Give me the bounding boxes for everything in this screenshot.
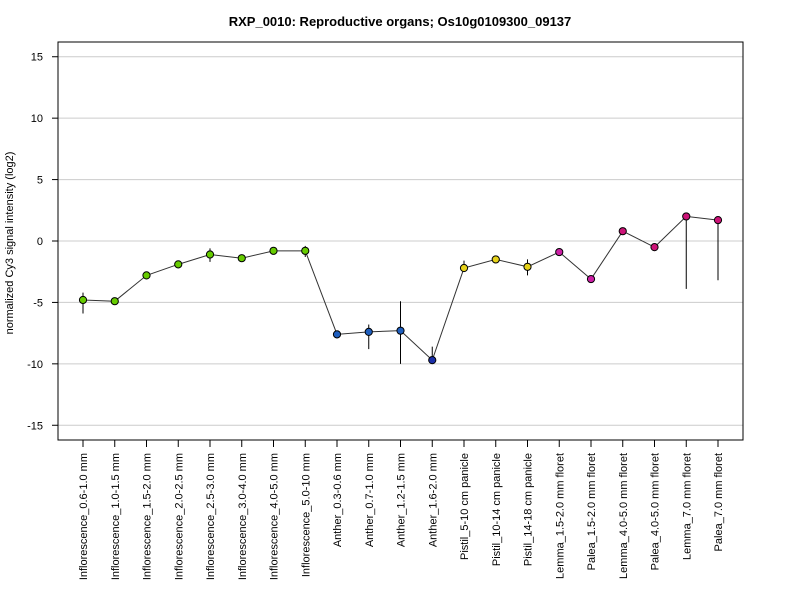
x-tick-label: Lemma_1.5-2.0 mm floret [554,453,566,579]
x-tick-label: Inflorescence_1.5-2.0 mm [142,453,154,580]
x-tick-label: Inflorescence_1.0-1.5 mm [110,453,122,580]
error-bars [82,213,719,364]
data-point [650,243,659,252]
x-tick-label: Palea_4.0-5.0 mm floret [650,453,662,570]
x-tick-label: Anther_0.3-0.6 mm [332,453,344,547]
x-tick-label: Palea_1.5-2.0 mm floret [586,453,598,570]
y-tick-label: 10 [31,113,43,125]
x-tick-label: Inflorescence_4.0-5.0 mm [269,453,281,580]
data-point [713,216,723,225]
data-points [78,212,723,365]
data-point [269,246,278,255]
y-tick-label: -15 [27,420,43,432]
data-point [142,271,151,280]
data-point [555,247,564,257]
y-tick-label: 15 [31,52,43,64]
data-point [459,263,469,273]
grid-layer [58,56,743,426]
data-point [78,295,88,305]
x-axis: Inflorescence_0.6-1.0 mm Inflorescence_1.… [78,440,725,580]
x-tick-label: Anther_1.6-2.0 mm [427,453,439,547]
x-tick-label: Inflorescence_3.0-4.0 mm [237,453,249,580]
data-point [237,254,246,263]
y-tick-label: 5 [37,175,43,187]
data-point [586,274,596,284]
data-point [110,297,119,306]
x-tick-label: Inflorescence_2.5-3.0 mm [205,453,217,580]
x-tick-label: Inflorescence_0.6-1.0 mm [78,453,90,580]
data-point [523,262,532,271]
data-point [491,255,500,264]
data-point [301,246,310,255]
x-tick-label: Pistil_10-14 cm panicle [491,453,503,566]
data-point [618,227,627,236]
plot-frame [57,41,744,441]
y-axis: -15 -10 -5 0 5 10 15 [27,52,58,432]
x-tick-label: Palea_7.0 mm floret [713,453,725,551]
x-tick-label: Pistil_14-18 cm panicle [523,453,535,566]
data-point [682,212,691,221]
data-point [205,250,215,259]
x-tick-label: Lemma_4.0-5.0 mm floret [618,453,630,579]
x-tick-label: Anther_1.2-1.5 mm [396,453,408,547]
data-point [364,327,373,337]
y-axis-label: normalized Cy3 signal intensity (log2) [4,152,16,335]
y-tick-label: 0 [37,236,43,248]
y-tick-label: -10 [27,359,43,371]
x-tick-label: Inflorescence_2.0-2.5 mm [173,453,185,580]
data-point [174,260,183,269]
data-point [428,356,437,365]
data-point [332,330,342,339]
data-point [396,326,405,335]
x-tick-label: Pistil_5-10 cm panicle [459,453,471,560]
y-tick-label: -5 [33,297,43,309]
x-tick-label: Inflorescence_5.0-10 mm [300,453,312,577]
x-tick-label: Anther_0.7-1.0 mm [364,453,376,547]
chart-title: RXP_0010: Reproductive organs; Os10g0109… [229,14,572,29]
x-tick-label: Lemma_7.0 mm floret [681,453,693,560]
